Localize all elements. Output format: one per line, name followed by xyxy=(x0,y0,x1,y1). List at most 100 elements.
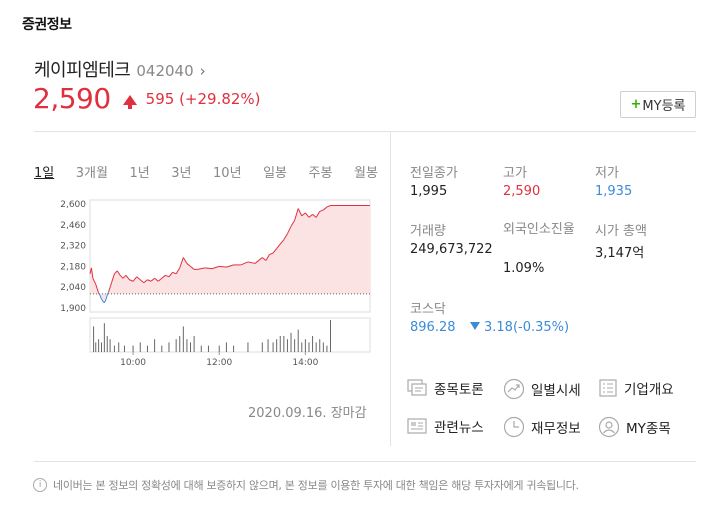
price-line-segment xyxy=(116,270,121,276)
market-cap-label: 시가 총액 xyxy=(595,224,647,239)
tab-daily-candle[interactable]: 일봉 xyxy=(263,166,287,181)
link-company-overview[interactable]: 기업개요 xyxy=(598,378,674,398)
price-line-segment xyxy=(106,291,110,296)
my-register-label: MY등록 xyxy=(642,99,686,114)
price-line-segment xyxy=(99,295,102,300)
price-line-segment xyxy=(240,261,249,266)
price-line-segment xyxy=(211,265,220,270)
kosdaq-label: 코스닥 xyxy=(410,302,446,317)
price-line-segment xyxy=(283,233,288,240)
price-line-segment xyxy=(132,276,138,282)
clock-icon xyxy=(503,416,525,438)
y-tick-label: 1,900 xyxy=(60,304,86,314)
disclaimer-text: 네이버는 본 정보의 정확성에 대해 보증하지 않으며, 본 정보를 이용한 투… xyxy=(53,479,579,492)
y-tick-label: 2,600 xyxy=(60,200,86,210)
foreign-ratio-value: 1.09% xyxy=(503,261,545,276)
price-line-segment xyxy=(122,274,127,279)
price-line-segment xyxy=(150,277,155,282)
price-line-segment xyxy=(154,277,159,282)
price-line-segment xyxy=(301,212,306,217)
y-tick-label: 2,320 xyxy=(60,242,86,252)
price-line-segment xyxy=(157,277,163,282)
price-line-segment xyxy=(276,243,281,249)
tab-3year[interactable]: 3년 xyxy=(171,166,192,181)
price-change: 595 (+29.82%) xyxy=(145,89,261,108)
stock-code: 042040 xyxy=(136,62,194,80)
price-row: 2,590 595 (+29.82%) xyxy=(33,82,261,115)
price-line-segment xyxy=(247,261,256,264)
link-financial-info[interactable]: 재무정보 xyxy=(503,416,581,438)
price-line-segment xyxy=(279,239,285,245)
price-line-segment xyxy=(175,267,181,275)
price-line-segment xyxy=(219,265,227,268)
info-icon: i xyxy=(33,478,47,492)
price-line-segment xyxy=(111,273,115,283)
link-discussion-label: 종목토론 xyxy=(434,382,484,398)
price-line-segment xyxy=(186,263,191,267)
price-line-segment xyxy=(304,212,310,218)
up-arrow-icon xyxy=(122,94,137,109)
price-line-segment xyxy=(204,267,213,270)
price-line-segment xyxy=(143,279,148,284)
price-line-segment xyxy=(165,274,170,278)
price-line-segment xyxy=(105,295,108,300)
kosdaq-value: 896.28 xyxy=(410,320,456,335)
period-tabs: 1일 3개월 1년 3년 10년 일봉 주봉 월봉 xyxy=(34,162,378,181)
link-related-news-label: 관련뉴스 xyxy=(434,420,484,436)
price-line-segment xyxy=(308,214,313,218)
prev-close-value: 1,995 xyxy=(410,184,448,199)
my-register-button[interactable]: + MY등록 xyxy=(620,91,696,118)
link-discussion[interactable]: 종목토론 xyxy=(406,378,484,398)
price-chart[interactable]: 2,600 2,460 2,320 2,180 2,040 1,900 10:00 12:00… xyxy=(50,190,380,370)
price-line-segment xyxy=(172,271,177,275)
price-line-segment xyxy=(129,279,134,282)
tab-monthly-candle[interactable]: 월봉 xyxy=(353,166,378,181)
price-line-segment xyxy=(190,266,195,270)
tab-weekly-candle[interactable]: 주봉 xyxy=(308,166,333,181)
trend-icon xyxy=(503,378,525,400)
chevron-right-icon[interactable]: › xyxy=(199,62,206,80)
price-line-segment xyxy=(147,279,152,282)
price-line-segment xyxy=(269,252,274,255)
price-line-segment xyxy=(323,206,328,211)
tab-1year[interactable]: 1년 xyxy=(129,166,150,181)
price-line-segment xyxy=(294,208,299,221)
stock-header[interactable]: 케이피엠테크 042040 › xyxy=(34,56,206,82)
price-line-segment xyxy=(90,267,94,279)
x-tick-label: 12:00 xyxy=(206,358,232,368)
link-my-stocks-label: MY종목 xyxy=(626,421,671,437)
price-line-segment xyxy=(161,274,166,279)
stock-name[interactable]: 케이피엠테크 xyxy=(34,60,131,81)
x-tick-label: 10:00 xyxy=(120,358,146,368)
price-line-segment xyxy=(197,267,205,270)
price-line-segment xyxy=(182,257,188,264)
user-icon xyxy=(598,416,620,438)
plus-icon: + xyxy=(630,97,642,112)
tab-3month[interactable]: 3개월 xyxy=(75,166,108,181)
kosdaq-change: 3.18(-0.35%) xyxy=(470,320,569,335)
price-line-segment xyxy=(312,214,317,218)
price-line-segment xyxy=(92,278,95,282)
price-line-segment xyxy=(254,257,263,264)
down-arrow-icon xyxy=(470,322,480,330)
price-line-segment xyxy=(261,257,267,261)
tab-10year[interactable]: 10년 xyxy=(213,166,242,181)
price-line-segment xyxy=(315,211,321,218)
price-line-segment xyxy=(326,205,331,208)
tab-1day[interactable]: 1일 xyxy=(34,166,55,181)
link-daily-price[interactable]: 일별시세 xyxy=(503,378,581,400)
foreign-ratio-label: 외국인소진율 xyxy=(503,222,575,237)
link-my-stocks[interactable]: MY종목 xyxy=(598,416,671,438)
kosdaq-change-value: 3.18(-0.35%) xyxy=(484,320,570,335)
price-line-segment xyxy=(125,275,130,281)
price-line-segment xyxy=(286,226,292,234)
price-line-segment xyxy=(272,248,278,254)
price-line-segment xyxy=(103,299,107,304)
x-tick-label: 14:00 xyxy=(292,358,318,368)
price-area-fill xyxy=(90,205,370,303)
high-value: 2,590 xyxy=(503,184,541,199)
low-label: 저가 xyxy=(595,166,619,181)
link-related-news[interactable]: 관련뉴스 xyxy=(406,416,484,436)
price-line-segment xyxy=(96,288,100,294)
volume-plot-frame xyxy=(89,317,371,353)
